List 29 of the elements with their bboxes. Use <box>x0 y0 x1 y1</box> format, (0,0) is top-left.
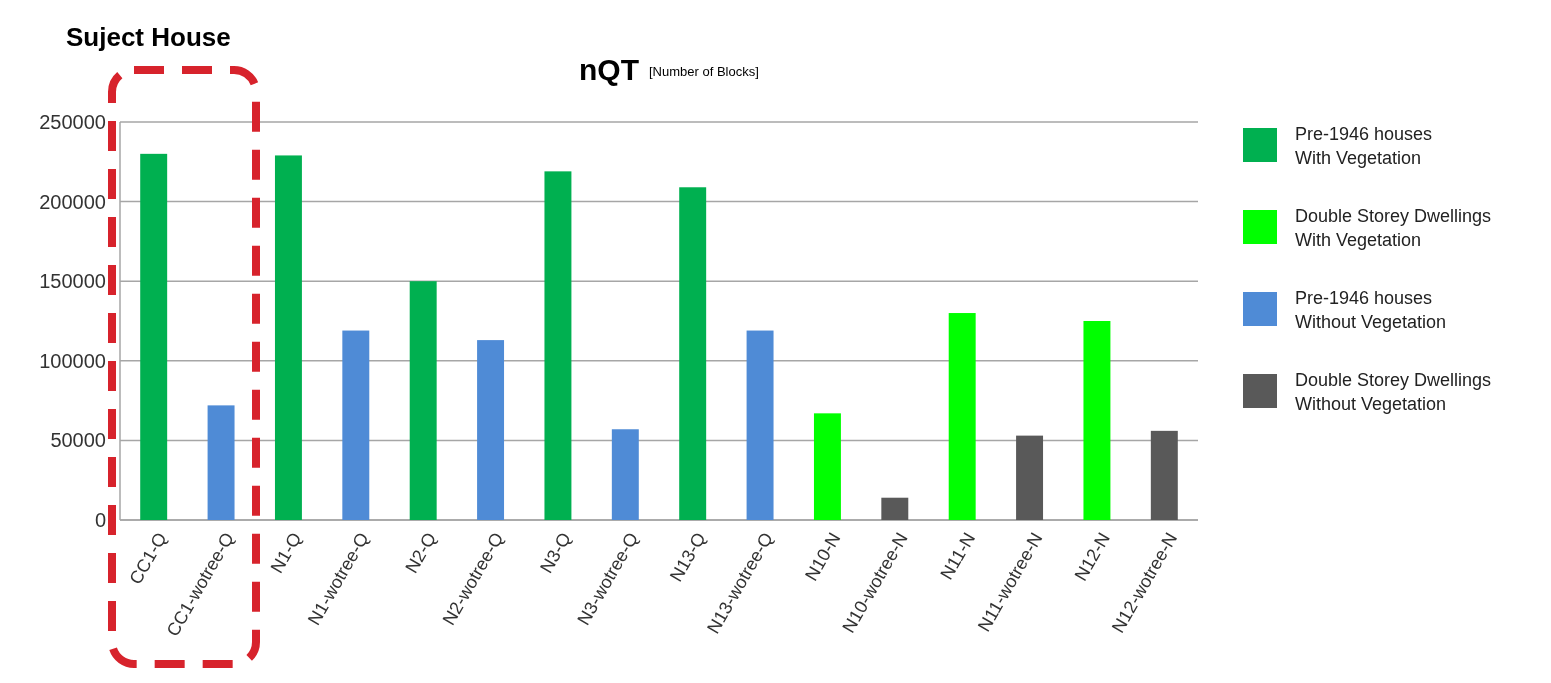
legend-label: Double Storey Dwellings Without Vegetation <box>1295 370 1492 414</box>
y-tick-label: 0 <box>94 509 106 531</box>
bar <box>611 429 639 520</box>
y-tick-label: 50000 <box>50 429 106 452</box>
y-tick-label: 150000 <box>39 270 106 293</box>
y-tick-label: 100000 <box>39 349 106 372</box>
bar <box>207 405 235 520</box>
bar <box>477 340 505 520</box>
legend-label: Pre-1946 houses Without Vegetation <box>1295 288 1447 332</box>
bar <box>813 413 841 520</box>
bar <box>881 497 909 520</box>
y-tick-label: 200000 <box>39 190 106 213</box>
chart-title: nQT <box>579 53 639 86</box>
bar <box>1016 435 1044 520</box>
bar <box>409 281 437 520</box>
bar <box>274 155 302 520</box>
y-tick-label: 250000 <box>39 111 106 133</box>
text: Suject House <box>66 22 231 52</box>
bar <box>1083 321 1111 520</box>
legend-label: Double Storey Dwellings With Vegetation <box>1295 206 1492 250</box>
chart-subtitle: [Number of Blocks] <box>649 64 759 79</box>
bar <box>544 171 572 520</box>
bar <box>140 153 168 520</box>
bar <box>1150 430 1178 520</box>
bar <box>746 330 774 520</box>
bar <box>679 187 707 520</box>
bar <box>948 313 976 520</box>
bar <box>342 330 370 520</box>
legend-label: Pre-1946 houses With Vegetation <box>1295 124 1433 168</box>
